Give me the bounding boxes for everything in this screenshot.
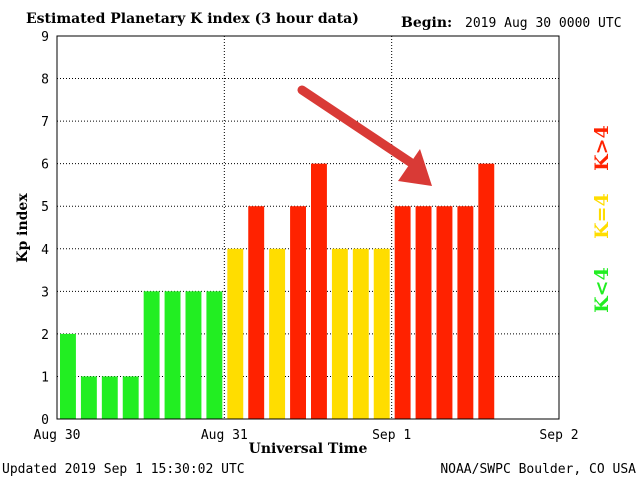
kp-bar xyxy=(457,206,474,419)
kp-bar xyxy=(143,291,160,419)
y-tick-label: 8 xyxy=(41,73,49,88)
y-tick-labels: 0 1 2 3 4 5 6 7 8 9 xyxy=(41,30,49,428)
kp-bar xyxy=(311,163,327,419)
x-axis-label: Universal Time xyxy=(249,441,368,457)
y-tick-label: 2 xyxy=(41,328,49,343)
begin-value: 2019 Aug 30 0000 UTC xyxy=(465,16,622,31)
kp-bar xyxy=(478,163,495,419)
kp-bar xyxy=(185,291,202,419)
legend-mid: K=4 xyxy=(591,193,613,239)
x-tick-label: Sep 1 xyxy=(372,428,411,443)
legend-low: K<4 xyxy=(591,267,613,313)
kp-bar xyxy=(269,248,286,419)
x-tick-labels: Aug 30 Aug 31 Sep 1 Sep 2 xyxy=(34,428,579,443)
kp-bar xyxy=(331,248,348,419)
kp-bar xyxy=(373,248,390,419)
kp-bar xyxy=(415,206,432,419)
legend-high: K>4 xyxy=(591,125,613,171)
kp-bar xyxy=(290,206,306,419)
y-tick-label: 7 xyxy=(41,115,49,130)
kp-bar xyxy=(436,206,453,419)
x-tick-label: Aug 31 xyxy=(201,428,248,443)
updated-text: Updated 2019 Sep 1 15:30:02 UTC xyxy=(2,462,245,477)
kp-bar xyxy=(206,291,223,419)
kp-bar xyxy=(227,248,244,419)
x-tick-label: Aug 30 xyxy=(34,428,81,443)
x-tick-label: Sep 2 xyxy=(539,428,578,443)
y-tick-label: 5 xyxy=(41,200,49,215)
chart-title: Estimated Planetary K index (3 hour data… xyxy=(26,11,359,27)
plot-frame xyxy=(56,35,560,420)
y-axis-label: Kp index xyxy=(15,193,31,263)
y-tick-label: 1 xyxy=(41,370,49,385)
annotation-arrow xyxy=(297,85,432,186)
y-tick-label: 6 xyxy=(41,158,49,173)
grid-lines xyxy=(57,35,559,419)
kp-bar xyxy=(122,376,139,419)
bars-group xyxy=(60,163,495,419)
kp-bar xyxy=(164,291,181,419)
y-tick-label: 0 xyxy=(41,413,49,428)
y-tick-label: 4 xyxy=(41,243,49,258)
y-tick-label: 3 xyxy=(41,285,49,300)
kp-bar xyxy=(248,206,265,419)
kp-bar xyxy=(80,376,97,419)
source-text: NOAA/SWPC Boulder, CO USA xyxy=(440,462,636,477)
begin-label: Begin: xyxy=(401,15,452,31)
y-tick-label: 9 xyxy=(41,30,49,45)
kp-bar xyxy=(101,376,118,419)
kp-bar xyxy=(352,248,369,419)
kp-bar xyxy=(394,206,411,419)
kp-bar xyxy=(60,333,76,419)
